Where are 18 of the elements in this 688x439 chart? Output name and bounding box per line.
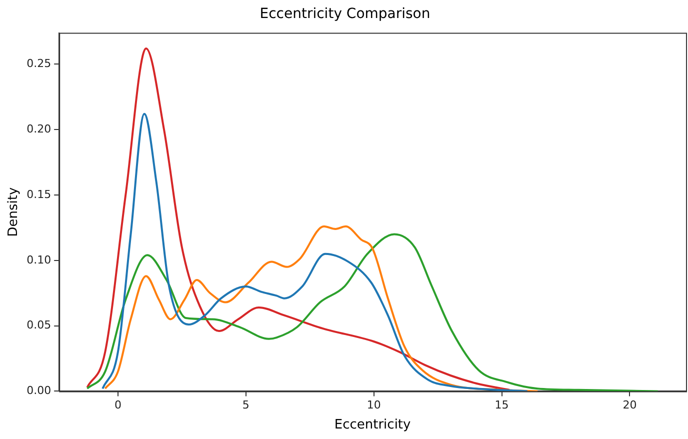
y-axis-title: Density [6, 186, 22, 237]
y-tick-label: 0.05 [26, 318, 52, 332]
y-tick-label: 0.15 [26, 188, 52, 201]
line-series [104, 225, 539, 392]
y-tick-label: 0.10 [26, 253, 52, 266]
x-tick-label: 20 [622, 398, 637, 412]
y-tick-label: 0.25 [26, 57, 52, 70]
x-tick-label: 15 [494, 398, 509, 412]
y-tick-label: 0.20 [26, 122, 52, 136]
x-tick-label: 0 [114, 398, 122, 412]
chart-title: Eccentricity Comparison [260, 6, 430, 22]
x-tick-label: 5 [242, 398, 250, 412]
x-axis-title: Eccentricity [334, 418, 412, 433]
x-tick-label: 10 [366, 398, 381, 412]
line-series [102, 112, 528, 392]
line-series [86, 47, 510, 391]
line-series [86, 233, 659, 392]
y-tick-label: 0.00 [26, 384, 52, 398]
